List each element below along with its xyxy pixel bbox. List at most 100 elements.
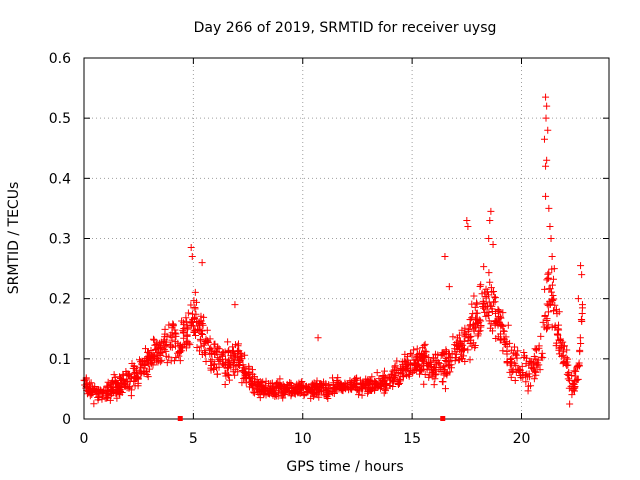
data-point: [281, 388, 289, 396]
data-point: [320, 381, 328, 389]
data-point: [428, 364, 436, 372]
data-point: [441, 253, 449, 261]
data-point: [484, 302, 492, 310]
data-point: [578, 310, 586, 318]
data-point: [425, 373, 433, 381]
data-point: [109, 377, 117, 385]
data-point: [464, 327, 472, 335]
data-point: [200, 339, 208, 347]
data-point: [564, 375, 572, 383]
data-point: [225, 376, 233, 384]
data-point: [522, 378, 530, 386]
data-point: [189, 315, 197, 323]
x-axis: 0 5 10 15 20: [80, 58, 531, 447]
data-point: [141, 345, 149, 353]
data-point: [229, 361, 237, 369]
x-tick-label: 10: [294, 431, 312, 447]
data-point: [500, 327, 508, 335]
data-point: [416, 367, 424, 375]
data-point: [287, 379, 295, 387]
data-point: [172, 354, 180, 362]
data-point: [466, 340, 474, 348]
data-point: [190, 297, 198, 305]
data-point: [219, 352, 227, 360]
data-point: [252, 385, 260, 393]
data-point: [224, 338, 232, 346]
data-point: [313, 377, 321, 385]
data-point: [437, 351, 445, 359]
data-point: [334, 378, 342, 386]
data-point: [122, 368, 130, 376]
data-point: [163, 359, 171, 367]
data-point: [197, 337, 205, 345]
data-point: [200, 341, 208, 349]
data-point: [339, 386, 347, 394]
data-point: [478, 290, 486, 298]
data-point: [261, 384, 269, 392]
data-point: [526, 357, 534, 365]
data-point: [578, 316, 586, 324]
data-point: [325, 381, 333, 389]
data-point: [174, 349, 182, 357]
data-point: [461, 358, 469, 366]
data-point: [480, 304, 488, 312]
data-point: [402, 364, 410, 372]
data-point: [445, 283, 453, 291]
data-point: [390, 377, 398, 385]
data-point: [482, 312, 490, 320]
data-point: [550, 265, 558, 273]
data-point: [507, 358, 515, 366]
data-point: [315, 393, 323, 401]
data-point: [112, 389, 120, 397]
data-point: [207, 357, 215, 365]
data-point: [184, 309, 192, 317]
data-point: [103, 390, 111, 398]
data-point: [465, 326, 473, 334]
data-point: [391, 372, 399, 380]
data-point: [309, 389, 317, 397]
data-point: [549, 275, 557, 283]
data-point: [167, 341, 175, 349]
data-point: [143, 371, 151, 379]
data-point: [304, 384, 312, 392]
data-point: [410, 360, 418, 368]
data-point: [87, 379, 95, 387]
axis-markers: [177, 416, 446, 421]
data-point: [193, 344, 201, 352]
data-point: [355, 391, 363, 399]
data-point: [546, 222, 554, 230]
data-point: [482, 285, 490, 293]
data-point: [551, 322, 559, 330]
data-point: [576, 348, 584, 356]
data-point: [542, 192, 550, 200]
data-point: [500, 335, 508, 343]
data-point: [511, 376, 519, 384]
x-tick-label: 0: [80, 431, 89, 447]
data-point: [160, 346, 168, 354]
x-tick-label: 20: [513, 431, 531, 447]
data-point: [499, 327, 507, 335]
data-point: [420, 380, 428, 388]
data-point: [113, 394, 121, 402]
y-tick-label: 0: [62, 412, 71, 428]
data-point: [274, 378, 282, 386]
data-point: [572, 376, 580, 384]
data-point: [487, 207, 495, 215]
data-point: [439, 378, 447, 386]
data-point: [396, 377, 404, 385]
data-point: [231, 301, 239, 309]
data-point: [313, 384, 321, 392]
data-point: [218, 360, 226, 368]
y-axis-label: SRMTID / TECUs: [6, 182, 22, 295]
data-point: [129, 364, 137, 372]
data-point: [473, 309, 481, 317]
data-point: [427, 358, 435, 366]
data-point: [338, 385, 346, 393]
data-point: [152, 340, 160, 348]
data-point: [140, 357, 148, 365]
data-point: [494, 307, 502, 315]
data-point: [544, 301, 552, 309]
data-point: [183, 318, 191, 326]
data-point: [514, 366, 522, 374]
